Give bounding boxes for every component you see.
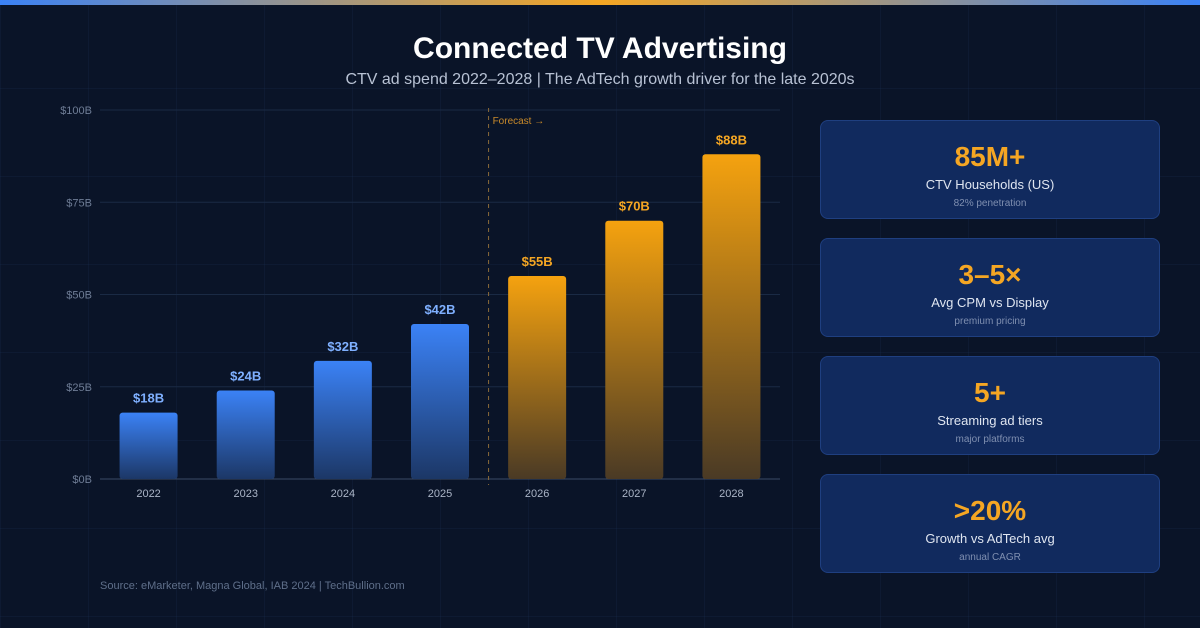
source-note: Source: eMarketer, Magna Global, IAB 202…	[100, 580, 405, 592]
data-label: $70B	[619, 199, 650, 214]
stat-label: Avg CPM vs Display	[931, 295, 1049, 310]
chart-subtitle: CTV ad spend 2022–2028 | The AdTech grow…	[345, 71, 855, 88]
stat-value: >20%	[953, 495, 1027, 526]
data-label: $88B	[716, 132, 747, 147]
y-tick-label: $100B	[60, 105, 92, 117]
stat-label: Growth vs AdTech avg	[925, 531, 1055, 546]
stat-card-growth: >20% Growth vs AdTech avg annual CAGR	[820, 474, 1160, 573]
stat-card-tiers: 5+ Streaming ad tiers major platforms	[820, 356, 1160, 455]
x-tick-label: 2024	[331, 488, 355, 500]
bar-2028	[702, 154, 761, 479]
x-tick-label: 2022	[136, 488, 160, 500]
stat-sub: 82% penetration	[953, 198, 1027, 209]
stat-sub: premium pricing	[954, 316, 1026, 327]
x-tick-label: 2028	[719, 488, 743, 500]
bar-2027	[605, 220, 664, 479]
y-tick-label: $25B	[66, 382, 92, 394]
stat-label: Streaming ad tiers	[937, 413, 1043, 428]
forecast-label: Forecast →	[493, 116, 545, 127]
stat-sub: major platforms	[955, 434, 1025, 445]
bar-2026	[508, 276, 567, 479]
stat-value: 3–5×	[958, 259, 1022, 290]
bar-chart: $0B $25B $50B $75B $100B Forecast → $18B 2022 $2…	[60, 105, 780, 500]
data-label: $18B	[133, 391, 164, 406]
x-tick-label: 2025	[428, 488, 452, 500]
stat-sub: annual CAGR	[959, 552, 1021, 563]
stat-value: 5+	[974, 377, 1006, 408]
stat-card-cpm: 3–5× Avg CPM vs Display premium pricing	[820, 238, 1160, 337]
chart-title: Connected TV Advertising	[413, 32, 787, 65]
data-label: $24B	[230, 368, 261, 383]
bar-2025	[411, 324, 469, 479]
x-tick-label: 2027	[622, 488, 646, 500]
x-tick-label: 2023	[233, 488, 257, 500]
bar-2022	[119, 412, 178, 479]
data-label: $42B	[424, 302, 455, 317]
stat-card-households: 85M+ CTV Households (US) 82% penetration	[820, 120, 1160, 219]
top-accent-bar	[0, 0, 1200, 5]
data-label: $32B	[327, 339, 358, 354]
y-tick-label: $0B	[72, 474, 92, 486]
x-tick-label: 2026	[525, 488, 549, 500]
stat-value: 85M+	[954, 141, 1026, 172]
data-label: $55B	[522, 254, 553, 269]
stat-label: CTV Households (US)	[925, 177, 1055, 192]
bar-2024	[313, 360, 372, 479]
bar-2023	[216, 390, 275, 479]
y-tick-label: $50B	[66, 290, 92, 302]
y-tick-label: $75B	[66, 197, 92, 209]
